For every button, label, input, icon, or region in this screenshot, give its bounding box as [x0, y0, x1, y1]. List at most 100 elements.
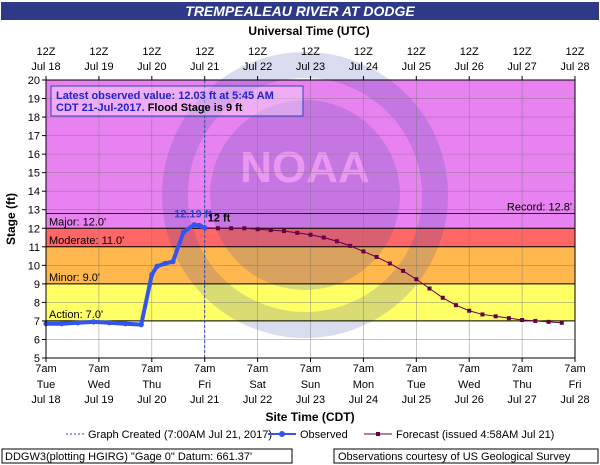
forecast-point [374, 254, 379, 259]
legend-graph-created-label: Graph Created (7:00AM Jul 21, 2017) [88, 429, 272, 441]
top-tick-label-date: Jul 23 [296, 61, 325, 73]
y-tick-label: 10 [28, 260, 40, 272]
forecast-point [229, 226, 234, 231]
forecast-point [440, 295, 445, 300]
observed-point [59, 321, 65, 327]
bottom-tick-label-date: Jul 18 [31, 394, 60, 406]
forecast-point [493, 314, 498, 319]
forecast-point [559, 320, 564, 325]
y-tick-label: 5 [34, 353, 40, 365]
footer-right-text: Observations courtesy of US Geological S… [338, 451, 571, 463]
top-tick-label-date: Jul 24 [349, 61, 378, 73]
top-tick-label-hour: 12Z [89, 46, 108, 58]
top-axis-title: Universal Time (UTC) [248, 24, 369, 38]
forecast-point [242, 226, 247, 231]
band-label-minor: Minor: 9.0' [49, 272, 100, 284]
top-tick-label-hour: 12Z [195, 46, 214, 58]
bottom-tick-label-day: Thu [513, 379, 532, 391]
observed-point [202, 225, 208, 231]
top-tick-labels: 12Z Jul 18 12Z Jul 19 12Z Jul 20 12Z Jul 21 12Z J… [31, 46, 590, 80]
y-tick-label: 20 [28, 75, 40, 87]
band-label-moderate: Moderate: 11.0' [49, 235, 124, 247]
forecast-point [427, 286, 432, 291]
observed-point [122, 321, 128, 327]
forecast-point [546, 319, 551, 324]
observed-point [170, 259, 176, 265]
y-axis-title: Stage (ft) [4, 193, 18, 245]
top-tick-label-hour: 12Z [301, 46, 320, 58]
y-tick-label: 13 [28, 205, 40, 217]
observed-point [191, 222, 197, 228]
bottom-tick-label-day: Fri [198, 379, 211, 391]
forecast-point [321, 235, 326, 240]
title-bar [1, 2, 599, 20]
bottom-tick-label-time: 7am [458, 363, 479, 375]
bottom-tick-label-day: Sat [249, 379, 266, 391]
observed-peak-label: 12.19 ft [174, 209, 212, 221]
bottom-tick-label-date: Jul 28 [560, 394, 589, 406]
bottom-tick-label-date: Jul 23 [296, 394, 325, 406]
observed-point [75, 320, 81, 326]
legend-observed-label: Observed [300, 429, 348, 441]
info-line-2-flood: Flood Stage is 9 ft [145, 102, 243, 114]
top-tick-label-hour: 12Z [566, 46, 585, 58]
band-labels: Action: 7.0' Minor: 9.0' Moderate: 11.0' Ma… [49, 201, 572, 320]
observed-point [91, 319, 97, 325]
bottom-tick-labels: 7am Tue Jul 18 7am Wed Jul 19 7am Thu Jul 20 7am F… [31, 358, 590, 406]
legend-forecast-label: Forecast (issued 4:58AM Jul 21) [396, 429, 554, 441]
plot-frame [45, 79, 576, 359]
forecast-point [308, 232, 313, 237]
info-line-2-date: CDT 21-Jul-2017. [56, 102, 145, 114]
top-tick-label-hour: 12Z [407, 46, 426, 58]
forecast-peak-label: 12 ft [208, 213, 231, 225]
info-line-1: Latest observed value: 12.03 ft at 5:45 … [56, 90, 274, 102]
y-tick-label: 15 [28, 168, 40, 180]
bottom-tick-label-time: 7am [300, 363, 321, 375]
chart-title: TREMPEALEAU RIVER AT DODGE [185, 3, 415, 19]
top-tick-label-date: Jul 19 [84, 61, 113, 73]
footer-right-box [333, 448, 599, 464]
noaa-logo-ring [162, 52, 448, 338]
band-label-action: Action: 7.0' [49, 309, 103, 321]
bottom-tick-label-date: Jul 21 [190, 394, 219, 406]
forecast-point [401, 268, 406, 273]
bottom-tick-label-day: Mon [353, 379, 374, 391]
observed-point [106, 320, 113, 326]
forecast-point [506, 316, 511, 321]
y-tick-label: 7 [34, 316, 40, 328]
top-tick-label-date: Jul 20 [137, 61, 166, 73]
footer-left-text: DDGW3(plotting HGIRG) "Gage 0" Datum: 66… [5, 451, 252, 463]
forecast-point [480, 312, 485, 317]
band-label-major: Major: 12.0' [49, 216, 106, 228]
y-tick-label: 8 [34, 297, 40, 309]
noaa-logo-text: NOAA [240, 143, 370, 192]
observed-point [162, 260, 168, 267]
top-tick-label-date: Jul 22 [243, 61, 272, 73]
forecast-point [295, 230, 300, 235]
bottom-tick-label-time: 7am [353, 363, 374, 375]
legend-observed-marker [279, 431, 285, 437]
bottom-tick-label-time: 7am [88, 363, 109, 375]
forecast-point [453, 303, 458, 308]
observed-point [180, 229, 187, 235]
y-tick-label: 19 [28, 94, 40, 106]
bottom-tick-label-date: Jul 26 [455, 394, 484, 406]
bottom-tick-label-time: 7am [194, 363, 215, 375]
forecast-point [533, 318, 538, 323]
bottom-tick-label-time: 7am [247, 363, 268, 375]
forecast-point [387, 261, 392, 266]
y-tick-label: 17 [28, 131, 40, 143]
y-tick-label: 18 [28, 112, 40, 124]
forecast-point [414, 277, 419, 282]
legend: Graph Created (7:00AM Jul 21, 2017) Obse… [66, 429, 554, 441]
top-tick-label-date: Jul 18 [31, 61, 60, 73]
bottom-tick-label-date: Jul 27 [507, 394, 536, 406]
bottom-axis-title: Site Time (CDT) [265, 410, 354, 424]
bottom-tick-label-time: 7am [406, 363, 427, 375]
bottom-tick-label-day: Wed [88, 379, 110, 391]
bottom-tick-label-day: Fri [569, 379, 582, 391]
bottom-tick-label-day: Thu [142, 379, 161, 391]
forecast-point [334, 239, 339, 244]
bottom-tick-label-day: Tue [37, 379, 56, 391]
